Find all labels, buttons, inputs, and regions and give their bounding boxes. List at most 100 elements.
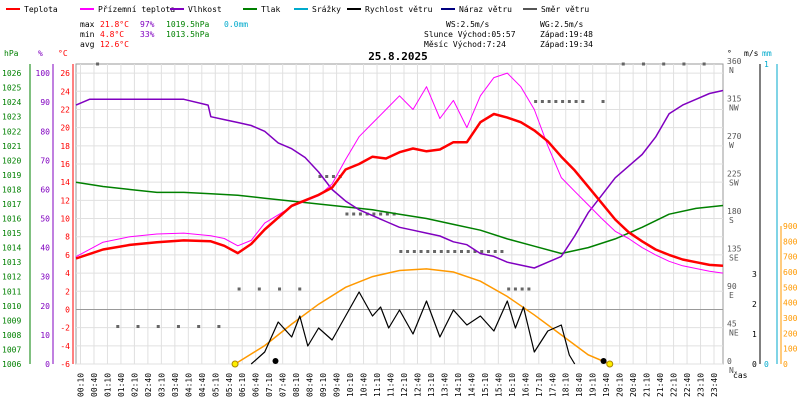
pressure-tick: 1017	[2, 200, 21, 209]
wind-direction-point	[567, 100, 571, 103]
x-tick-label: 01:40	[117, 373, 126, 397]
pressure-tick: 1015	[2, 229, 21, 238]
stat-avg-temp: 12.6°C	[100, 40, 129, 49]
humidity-tick: 40	[40, 244, 50, 253]
wind-direction-point	[426, 250, 430, 253]
temp-tick: 26	[60, 69, 70, 78]
wind-direction-point	[439, 250, 443, 253]
solar-tick: 800	[783, 237, 798, 246]
stat-max-temp: 21.8°C	[100, 20, 129, 29]
x-tick-label: 12:10	[400, 373, 409, 397]
series-line	[250, 291, 576, 365]
humidity-tick: 30	[40, 273, 50, 282]
wind-direction-point	[493, 250, 497, 253]
direction-tick-dir: W	[729, 141, 734, 150]
wind-direction-point	[257, 287, 261, 291]
x-tick-label: 00:10	[76, 373, 85, 397]
direction-tick-dir: N	[729, 66, 734, 75]
wind-direction-point	[298, 287, 302, 291]
grid	[75, 63, 724, 365]
series-line	[75, 112, 724, 268]
x-tick-label: 21:40	[656, 373, 665, 397]
pressure-tick: 1020	[2, 156, 21, 165]
wind-direction-point	[507, 287, 511, 291]
wind-direction-point	[372, 212, 376, 216]
x-tick-label: 14:10	[454, 373, 463, 397]
stat-max-label: max	[80, 20, 95, 29]
pressure-tick: 1009	[2, 316, 21, 325]
humidity-tick: 60	[40, 185, 50, 194]
temp-tick: 4	[65, 269, 70, 278]
series-line	[75, 89, 724, 269]
wind-direction-point	[331, 175, 335, 178]
wind-direction-point	[473, 250, 477, 253]
temp-tick: 14	[60, 178, 70, 187]
direction-tick-dir: SE	[729, 254, 739, 263]
temp-tick: 2	[65, 287, 70, 296]
pressure-tick: 1016	[2, 215, 21, 224]
wind-direction-point	[352, 212, 356, 216]
legend-label: Rychlost větru	[365, 5, 433, 14]
pressure-tick: 1006	[2, 360, 21, 369]
humidity-tick: 90	[40, 98, 50, 107]
x-tick-label: 19:40	[602, 373, 611, 397]
pressure-tick: 1007	[2, 345, 21, 354]
direction-tick-deg: 135	[727, 245, 742, 254]
humidity-tick: 100	[36, 69, 51, 78]
x-tick-label: 15:40	[494, 373, 503, 397]
wind-direction-point	[237, 287, 241, 291]
wind-direction-point	[702, 62, 706, 66]
x-tick-label: 01:10	[103, 373, 112, 397]
wind-direction-point	[217, 325, 221, 328]
x-tick-label: 20:10	[616, 373, 625, 397]
stat-min-temp: 4.8°C	[100, 30, 124, 39]
x-tick-label: 09:40	[333, 373, 342, 397]
solar-tick: 700	[783, 253, 798, 262]
x-tick-label: 11:40	[387, 373, 396, 397]
axis-unit-degc: °C	[58, 49, 68, 58]
temp-tick: -6	[60, 360, 70, 369]
x-tick-label: 04:40	[198, 373, 207, 397]
wind-direction-point	[513, 287, 517, 291]
x-tick-label: 20:40	[629, 373, 638, 397]
wind-direction-point	[581, 100, 585, 103]
direction-tick-dir: NE	[729, 329, 739, 338]
direction-tick-dir: E	[729, 291, 734, 300]
wind-direction-point	[278, 287, 282, 291]
x-tick-label: 10:10	[346, 373, 355, 397]
solar-tick: 500	[783, 283, 798, 292]
direction-tick-deg: 315	[727, 95, 742, 104]
rain-tick: 1	[764, 60, 769, 69]
legend-label: Tlak	[261, 5, 280, 14]
direction-tick-deg: 45	[727, 320, 737, 329]
x-tick-label: 10:40	[360, 373, 369, 397]
humidity-tick: 0	[45, 360, 50, 369]
stat-min-hum: 33%	[140, 30, 155, 39]
chart-title: 25.8.2025	[368, 50, 428, 63]
wind-direction-point	[534, 100, 538, 103]
temp-tick: 22	[60, 105, 70, 114]
axis-unit-pct: %	[38, 49, 43, 58]
moonrise-marker	[272, 358, 279, 364]
humidity-tick: 80	[40, 127, 50, 136]
stat-max-hum: 97%	[140, 20, 155, 29]
temp-tick: -4	[60, 342, 70, 351]
wind-direction-point	[574, 100, 578, 103]
plot-area	[75, 62, 724, 368]
x-tick-label: 07:40	[279, 373, 288, 397]
wind-direction-point	[406, 250, 410, 253]
x-tick-label: 03:10	[157, 373, 166, 397]
wind-direction-point	[601, 100, 605, 103]
x-tick-label: 16:10	[508, 373, 517, 397]
legend-label: Srážky	[312, 5, 341, 14]
x-tick-label: 05:10	[211, 373, 220, 397]
stat-avg-label: avg	[80, 40, 95, 49]
x-tick-label: 17:10	[535, 373, 544, 397]
x-tick-label: 22:40	[683, 373, 692, 397]
wind-direction-point	[561, 100, 565, 103]
x-tick-label: 08:40	[306, 373, 315, 397]
wind-direction-point	[682, 62, 686, 66]
direction-tick-deg: 360	[727, 57, 742, 66]
x-tick-label: 16:40	[521, 373, 530, 397]
